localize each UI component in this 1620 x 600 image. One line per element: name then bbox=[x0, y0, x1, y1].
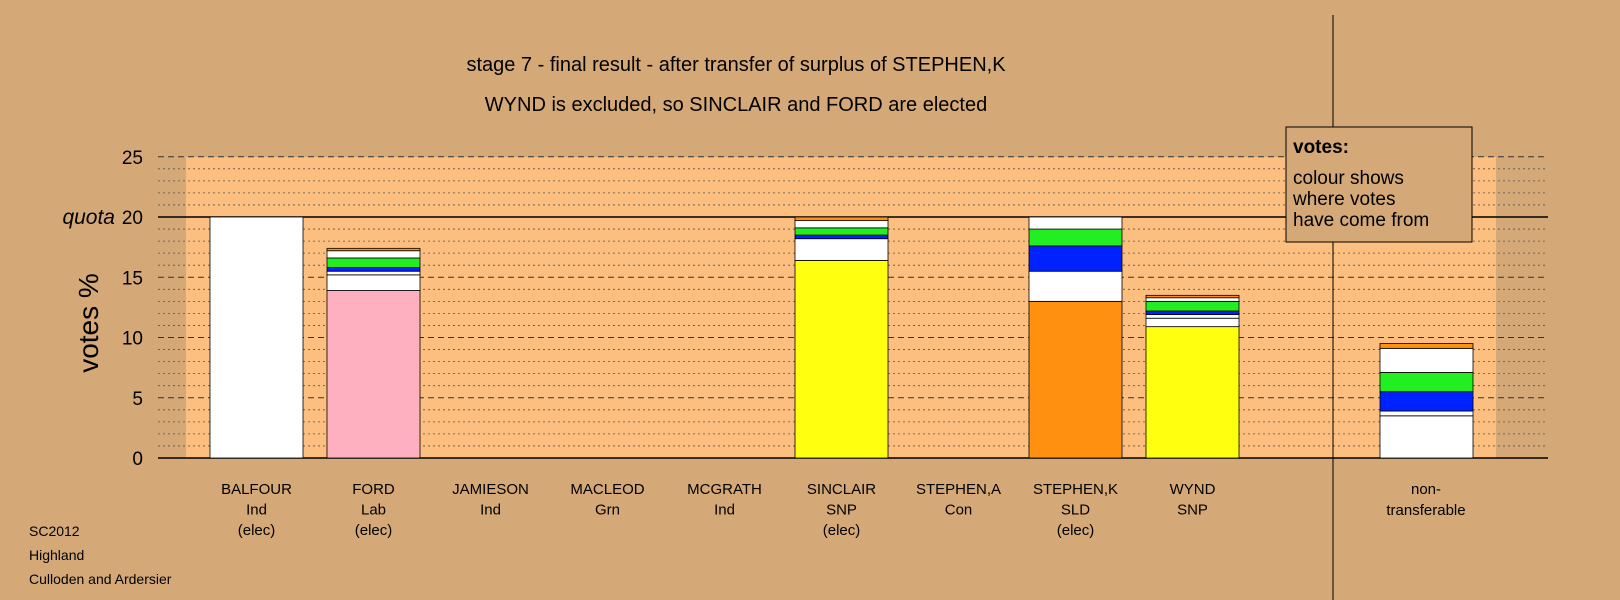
candidate-party: Ind bbox=[714, 502, 735, 519]
bar-segment bbox=[1145, 310, 1240, 316]
candidate-party: SLD bbox=[1061, 502, 1090, 519]
bar-segment bbox=[794, 259, 889, 459]
candidate-party: Lab bbox=[361, 502, 386, 519]
candidate-name: FORD bbox=[352, 481, 395, 498]
nontransferable-bar-segment bbox=[1379, 347, 1474, 373]
bar-segment bbox=[326, 274, 421, 291]
bar-segment bbox=[326, 290, 421, 459]
bars bbox=[209, 216, 1474, 459]
legend: votes: colour shows where votes have com… bbox=[1285, 126, 1473, 243]
candidate-party: Ind bbox=[480, 502, 501, 519]
bar-segment bbox=[1145, 326, 1240, 459]
y-tick-label: 25 bbox=[122, 148, 143, 169]
chart-title: stage 7 - final result - after transfer … bbox=[466, 54, 1006, 76]
y-axis-label: votes % bbox=[73, 273, 104, 373]
bar-segment bbox=[794, 216, 889, 222]
bar-segment bbox=[794, 220, 889, 229]
quota-label: quota bbox=[62, 206, 115, 229]
bar-segment bbox=[794, 234, 889, 240]
candidate-party: Con bbox=[945, 502, 973, 519]
nontransferable-bar-segment bbox=[1379, 343, 1474, 349]
candidate-name: SINCLAIR bbox=[807, 481, 876, 498]
y-tick-label: 15 bbox=[122, 268, 143, 289]
candidate-name: STEPHEN,K bbox=[1033, 481, 1118, 498]
footer-election: SC2012 bbox=[29, 523, 80, 539]
candidate-party: Grn bbox=[595, 502, 620, 519]
bar-segment bbox=[1028, 216, 1123, 230]
bar-segment bbox=[1028, 270, 1123, 302]
legend-line-3: have come from bbox=[1293, 210, 1429, 231]
legend-title: votes: bbox=[1293, 137, 1349, 158]
candidate-status: (elec) bbox=[1057, 522, 1095, 539]
bar-segment bbox=[1145, 300, 1240, 312]
bar-segment bbox=[794, 238, 889, 261]
bar-segment bbox=[1145, 317, 1240, 328]
bar-segment bbox=[1028, 245, 1123, 272]
bar-segment bbox=[209, 216, 304, 459]
candidate-name: MACLEOD bbox=[570, 481, 644, 498]
bar-segment bbox=[1028, 300, 1123, 459]
chart-subtitle: WYND is excluded, so SINCLAIR and FORD a… bbox=[485, 94, 987, 116]
bar-segment bbox=[1028, 228, 1123, 247]
nontransferable-label-1: non- bbox=[1411, 481, 1441, 498]
legend-line-2: where votes bbox=[1292, 189, 1395, 210]
y-tick-label: 10 bbox=[122, 329, 143, 350]
bar-segment bbox=[326, 247, 421, 252]
candidate-party: Ind bbox=[246, 502, 267, 519]
y-tick-label: 20 bbox=[122, 208, 143, 229]
nontransferable-label-2: transferable bbox=[1386, 502, 1465, 519]
bar-segment bbox=[1145, 297, 1240, 302]
candidate-party: SNP bbox=[1177, 502, 1208, 519]
candidate-name: JAMIESON bbox=[452, 481, 529, 498]
bar-segment bbox=[326, 270, 421, 276]
bar-segment bbox=[326, 257, 421, 269]
candidate-name: MCGRATH bbox=[687, 481, 762, 498]
candidate-status: (elec) bbox=[355, 522, 393, 539]
footer-ward: Culloden and Ardersier bbox=[29, 571, 172, 587]
bar-segment bbox=[1145, 294, 1240, 299]
bar-segment bbox=[326, 250, 421, 259]
candidate-status: (elec) bbox=[823, 522, 861, 539]
legend-box bbox=[1285, 126, 1473, 243]
nontransferable-bar-segment bbox=[1379, 410, 1474, 417]
bar-segment bbox=[794, 227, 889, 236]
candidate-labels: BALFOUR Ind (elec) FORD Lab (elec) JAMIESON Ind… bbox=[221, 481, 1216, 539]
candidate-name: STEPHEN,A bbox=[916, 481, 1001, 498]
candidate-status: (elec) bbox=[238, 522, 276, 539]
bar-segment bbox=[1145, 314, 1240, 319]
y-tick-label: 0 bbox=[132, 449, 143, 470]
candidate-name: WYND bbox=[1170, 481, 1216, 498]
candidate-name: BALFOUR bbox=[221, 481, 292, 498]
nontransferable-bar-segment bbox=[1379, 372, 1474, 393]
footer-council: Highland bbox=[29, 547, 84, 563]
candidate-party: SNP bbox=[826, 502, 857, 519]
legend-line-1: colour shows bbox=[1293, 168, 1404, 189]
y-tick-label: 5 bbox=[132, 389, 143, 410]
nontransferable-bar-segment bbox=[1379, 415, 1474, 459]
y-axis: 0 5 10 15 20 25 bbox=[122, 148, 143, 470]
nontransferable-bar-segment bbox=[1379, 391, 1474, 412]
bar-segment bbox=[326, 267, 421, 272]
